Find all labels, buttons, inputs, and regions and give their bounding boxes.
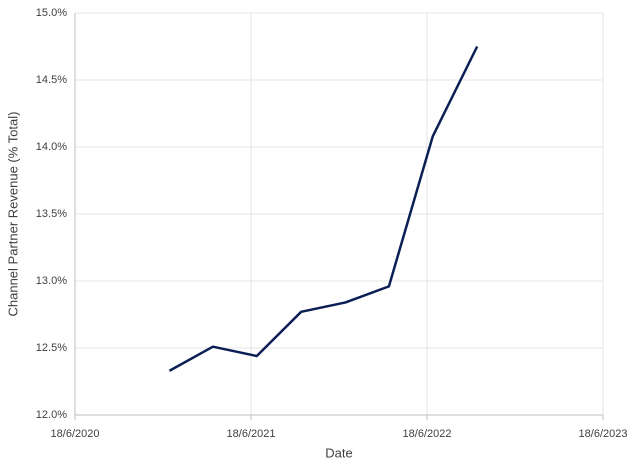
y-axis-title: Channel Partner Revenue (% Total): [5, 112, 20, 317]
x-axis-title: Date: [325, 445, 352, 460]
x-tick-label: 18/6/2023: [579, 428, 628, 440]
y-tick-label: 12.5%: [36, 342, 67, 354]
y-tick-label: 14.5%: [36, 74, 67, 86]
y-tick-label: 12.0%: [36, 409, 67, 421]
y-tick-label: 15.0%: [36, 7, 67, 19]
x-tick-label: 18/6/2020: [51, 428, 100, 440]
x-tick-label: 18/6/2021: [227, 428, 276, 440]
x-tick-label: 18/6/2022: [403, 428, 452, 440]
y-tick-label: 14.0%: [36, 141, 67, 153]
y-tick-label: 13.0%: [36, 275, 67, 287]
data-line: [168, 45, 479, 372]
y-tick-label: 13.5%: [36, 208, 67, 220]
